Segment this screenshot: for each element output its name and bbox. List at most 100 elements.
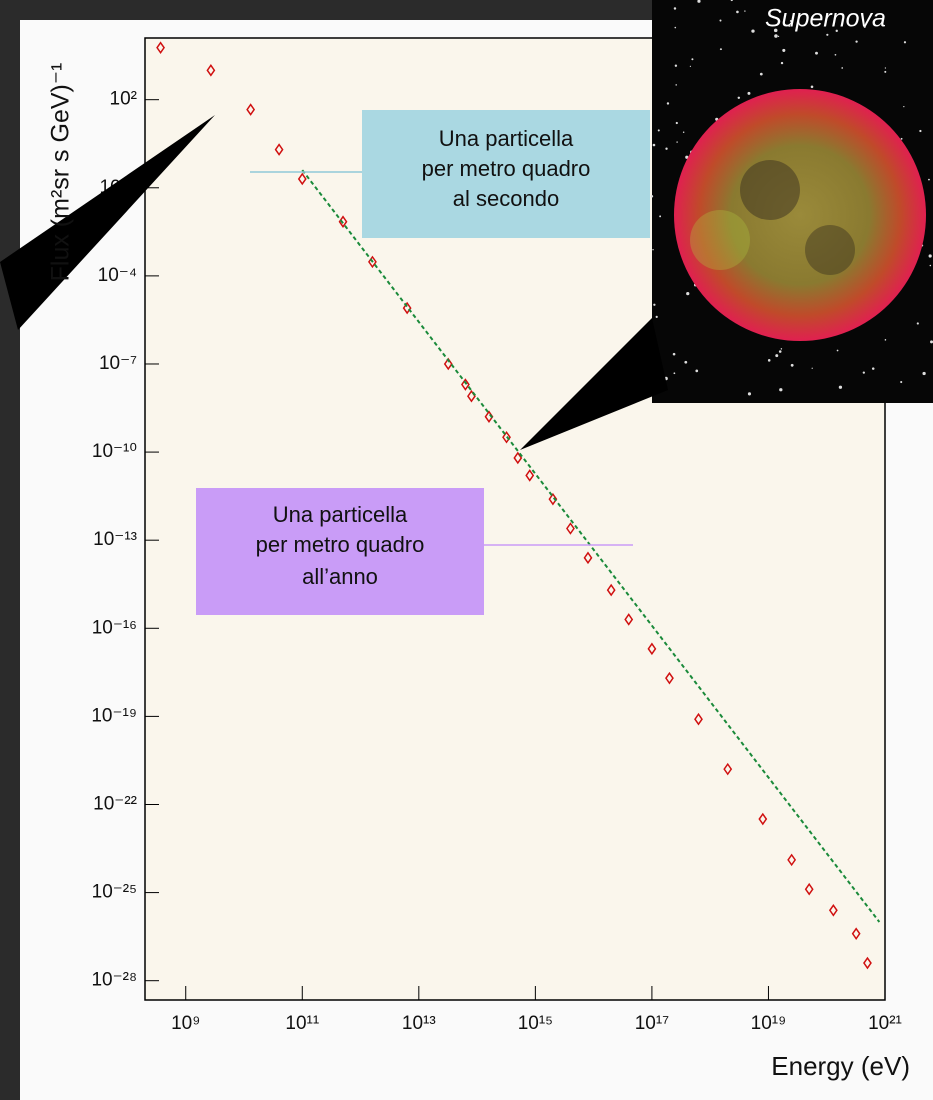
x-tick-label: 10¹⁷ (635, 1013, 669, 1034)
y-tick-label: 10⁻²⁸ (91, 970, 137, 991)
star (929, 264, 932, 267)
x-tick-label: 10¹⁹ (751, 1013, 787, 1034)
x-tick-label: 10⁹ (171, 1013, 200, 1034)
star (652, 143, 656, 147)
star (826, 33, 829, 36)
data-point (863, 956, 872, 970)
annotation-box (196, 488, 484, 615)
data-point (402, 301, 412, 315)
y-tick-label: 10⁻¹⁶ (92, 617, 137, 638)
data-point (723, 762, 733, 776)
data-point (647, 642, 657, 656)
star (747, 91, 751, 95)
star (686, 291, 690, 296)
supernova-remnant (674, 89, 926, 341)
data-point (694, 712, 703, 726)
star (773, 28, 778, 33)
annotation-text: Una particella (439, 126, 574, 151)
star (903, 41, 907, 44)
annotation-text: Una particella (273, 502, 408, 527)
star (666, 102, 670, 105)
data-point (624, 613, 634, 626)
star (719, 19, 722, 22)
star (922, 371, 926, 376)
fit-line (301, 169, 881, 923)
star (736, 10, 739, 14)
star (788, 24, 791, 27)
data-point (828, 903, 838, 917)
star (928, 178, 930, 181)
data-point (368, 255, 377, 269)
star (676, 141, 678, 143)
star (780, 348, 783, 350)
y-axis-label: Flux (m²sr s GeV)⁻¹ (47, 63, 75, 282)
star (928, 254, 932, 258)
star (653, 303, 656, 306)
star (744, 10, 746, 12)
data-point (443, 357, 453, 371)
star (657, 129, 660, 132)
star (659, 215, 662, 218)
star (695, 369, 699, 373)
x-tick-label: 10¹³ (402, 1013, 436, 1034)
data-point (297, 172, 307, 186)
star (675, 121, 678, 125)
star (841, 67, 844, 69)
y-tick-label: 10⁻⁷ (99, 353, 137, 374)
star (777, 35, 780, 38)
data-point (758, 812, 768, 826)
data-point (851, 927, 861, 940)
data-point (787, 853, 797, 867)
star (778, 350, 782, 353)
star (673, 7, 677, 10)
star (862, 371, 865, 374)
data-point (804, 882, 814, 896)
star (810, 85, 814, 89)
data-point (338, 215, 348, 229)
star (900, 380, 903, 384)
data-point (566, 522, 575, 535)
supernova-image: Supernova (650, 0, 933, 403)
star (900, 137, 903, 140)
y-tick-label: 10⁻¹⁰ (92, 441, 137, 462)
star (719, 48, 722, 51)
star (775, 354, 779, 358)
data-point (206, 64, 216, 77)
star (684, 360, 688, 364)
star (665, 147, 668, 150)
star (759, 72, 763, 76)
data-point (246, 103, 256, 116)
annotation-text: all’anno (302, 564, 378, 589)
remnant-detail (805, 225, 855, 275)
star (782, 48, 786, 52)
star (790, 363, 794, 367)
star (691, 58, 694, 61)
star (675, 84, 677, 86)
y-tick-label: 10⁻²² (93, 794, 137, 815)
star (863, 25, 866, 28)
data-point (513, 451, 523, 465)
annotation-box (362, 110, 650, 238)
data-point (606, 583, 616, 597)
star (855, 40, 858, 43)
y-tick-label: 10⁻⁴ (98, 265, 137, 286)
star (689, 65, 691, 67)
data-point (274, 143, 284, 156)
star (730, 0, 733, 2)
star (780, 61, 784, 65)
annotation-text: al secondo (453, 186, 559, 211)
star (697, 0, 701, 3)
star (751, 29, 755, 33)
star (836, 349, 839, 352)
y-tick-label: 10⁻¹³ (93, 529, 137, 550)
star (737, 96, 741, 100)
star (930, 340, 933, 344)
y-tick-label: 10⁻¹⁹ (91, 705, 137, 726)
x-tick-label: 10²¹ (868, 1013, 902, 1034)
star (674, 26, 677, 29)
star (674, 64, 678, 67)
star (682, 131, 685, 133)
y-tick-label: 10⁻²⁵ (92, 882, 137, 903)
